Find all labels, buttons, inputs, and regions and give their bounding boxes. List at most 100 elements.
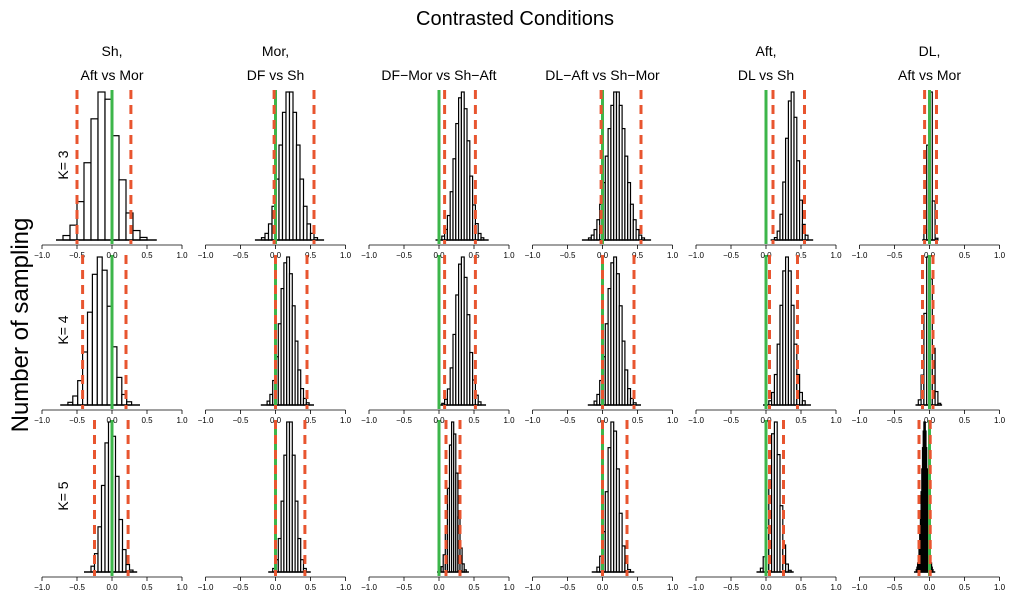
histogram-bar — [132, 229, 141, 241]
x-tick-label: −0.5 — [723, 583, 739, 592]
column-titles: Sh, Aft vs Mor Mor, DF vs Sh DF−Mor vs Sh−Af… — [80, 43, 961, 83]
histogram-bar — [76, 201, 85, 241]
column-title-line1: DL, — [919, 43, 941, 59]
x-tick-label: 1.0 — [994, 583, 1006, 592]
x-tick-label: −1.0 — [852, 251, 868, 260]
x-tick-label: 1.0 — [503, 251, 515, 260]
x-tick-label: 1.0 — [340, 583, 352, 592]
x-tick-label: 1.0 — [503, 583, 515, 592]
x-tick-label: 0.5 — [632, 583, 644, 592]
x-tick-label: −1.0 — [361, 251, 377, 260]
histogram-bar — [72, 395, 79, 406]
x-tick-label: 1.0 — [176, 251, 188, 260]
x-tick-label: 1.0 — [340, 416, 352, 425]
x-tick-label: 0.5 — [795, 251, 807, 260]
x-tick-label: 0.0 — [597, 583, 609, 592]
histogram-bar — [91, 273, 98, 406]
x-tick-label: 0.5 — [141, 251, 153, 260]
x-tick-label: 0.5 — [959, 251, 971, 260]
histogram-panel: −1.0−0.50.00.51.0 — [688, 90, 842, 260]
x-tick-label: 0.5 — [305, 251, 317, 260]
y-axis-label: Number of sampling — [7, 218, 34, 433]
x-tick-label: 0.5 — [305, 416, 317, 425]
x-tick-label: 0.5 — [468, 583, 480, 592]
histogram-panel: −1.0−0.50.00.51.0 — [525, 255, 679, 425]
histogram-panel: −1.0 −0.5 0.0 0.5 1.0 — [34, 420, 188, 592]
histogram-panel: −1.0−0.50.00.51.0 — [852, 90, 1006, 260]
figure-title: Contrasted Conditions — [416, 8, 614, 30]
x-tick-label: 0.0 — [106, 583, 118, 592]
histogram-panel: −1.0−0.50.00.51.0 — [361, 255, 515, 425]
row-label: K= 4 — [55, 315, 71, 344]
x-tick-label: 1.0 — [667, 583, 679, 592]
histogram-bar — [97, 91, 106, 241]
x-tick-label: −0.5 — [396, 416, 412, 425]
histogram-bar — [96, 256, 103, 406]
x-tick-label: −0.5 — [69, 251, 85, 260]
column-title-line1: Sh, — [101, 43, 122, 59]
x-tick-label: −0.5 — [560, 583, 576, 592]
histogram-bar — [118, 179, 127, 241]
histogram-panel: −1.0 −0.5 0.0 0.5 1.0 — [361, 420, 515, 592]
histogram-bar — [83, 162, 92, 241]
column-title-line2: Aft vs Mor — [80, 67, 143, 83]
histogram-panel: −1.0−0.50.00.51.0 — [852, 255, 1006, 425]
x-tick-label: 0.5 — [632, 251, 644, 260]
x-tick-label: −0.5 — [69, 583, 85, 592]
x-tick-label: −1.0 — [852, 583, 868, 592]
x-tick-label: −0.5 — [396, 251, 412, 260]
histogram-panels: −1.0 −0.5 0.0 0.5 1.0 −1.0 −0.5 0.0 0.5 1.0 −1.0 −0… — [34, 90, 1006, 592]
column-title-line2: DL−Aft vs Sh−Mor — [545, 67, 660, 83]
x-tick-label: 0.5 — [468, 416, 480, 425]
histogram-panel: −1.0−0.50.00.51.0 — [361, 90, 515, 260]
x-tick-label: −0.5 — [560, 416, 576, 425]
x-tick-label: −0.5 — [233, 251, 249, 260]
x-tick-label: 0.5 — [959, 416, 971, 425]
x-tick-label: −0.5 — [396, 583, 412, 592]
x-tick-label: −1.0 — [361, 583, 377, 592]
column-title-line1: Mor, — [262, 43, 289, 59]
x-tick-label: −1.0 — [34, 583, 50, 592]
row-labels: K= 3 K= 4 K= 5 — [55, 150, 71, 510]
x-tick-label: 0.5 — [795, 416, 807, 425]
column-title-line2: Aft vs Mor — [898, 67, 961, 83]
x-tick-label: −1.0 — [852, 416, 868, 425]
x-tick-label: −1.0 — [525, 583, 541, 592]
x-tick-label: 0.5 — [141, 583, 153, 592]
x-tick-label: 1.0 — [176, 583, 188, 592]
x-tick-label: −0.5 — [887, 251, 903, 260]
histogram-bar — [116, 376, 123, 406]
x-tick-label: −0.5 — [887, 583, 903, 592]
x-tick-label: 1.0 — [667, 251, 679, 260]
x-tick-label: 1.0 — [340, 251, 352, 260]
x-tick-label: −0.5 — [69, 416, 85, 425]
x-tick-label: −0.5 — [560, 251, 576, 260]
histogram-panel: −1.0 −0.5 0.0 0.5 1.0 — [525, 420, 679, 592]
x-tick-label: −0.5 — [233, 583, 249, 592]
histogram-panel: −1.0−0.50.00.51.0 — [198, 255, 352, 425]
x-tick-label: 1.0 — [176, 416, 188, 425]
histogram-bar — [90, 118, 99, 241]
x-tick-label: 1.0 — [994, 251, 1006, 260]
x-tick-label: −0.5 — [723, 416, 739, 425]
x-tick-label: 0.5 — [141, 416, 153, 425]
row-label: K= 5 — [55, 481, 71, 510]
x-tick-label: 0.5 — [959, 583, 971, 592]
row-label: K= 3 — [55, 150, 71, 179]
x-tick-label: 1.0 — [830, 251, 842, 260]
x-tick-label: 1.0 — [994, 416, 1006, 425]
histogram-panel: −1.0−0.50.00.51.0 — [688, 255, 842, 425]
x-tick-label: −1.0 — [688, 251, 704, 260]
x-tick-label: 1.0 — [503, 416, 515, 425]
x-tick-label: 0.5 — [795, 583, 807, 592]
column-title-line1: Aft, — [755, 43, 776, 59]
x-tick-label: −1.0 — [688, 583, 704, 592]
x-tick-label: −1.0 — [198, 416, 214, 425]
x-tick-label: 0.0 — [433, 583, 445, 592]
column-title-line2: DL vs Sh — [738, 67, 794, 83]
histogram-bar — [86, 311, 94, 406]
histogram-panel: −1.0−0.50.00.51.0 — [198, 90, 352, 260]
x-tick-label: 0.0 — [270, 583, 282, 592]
